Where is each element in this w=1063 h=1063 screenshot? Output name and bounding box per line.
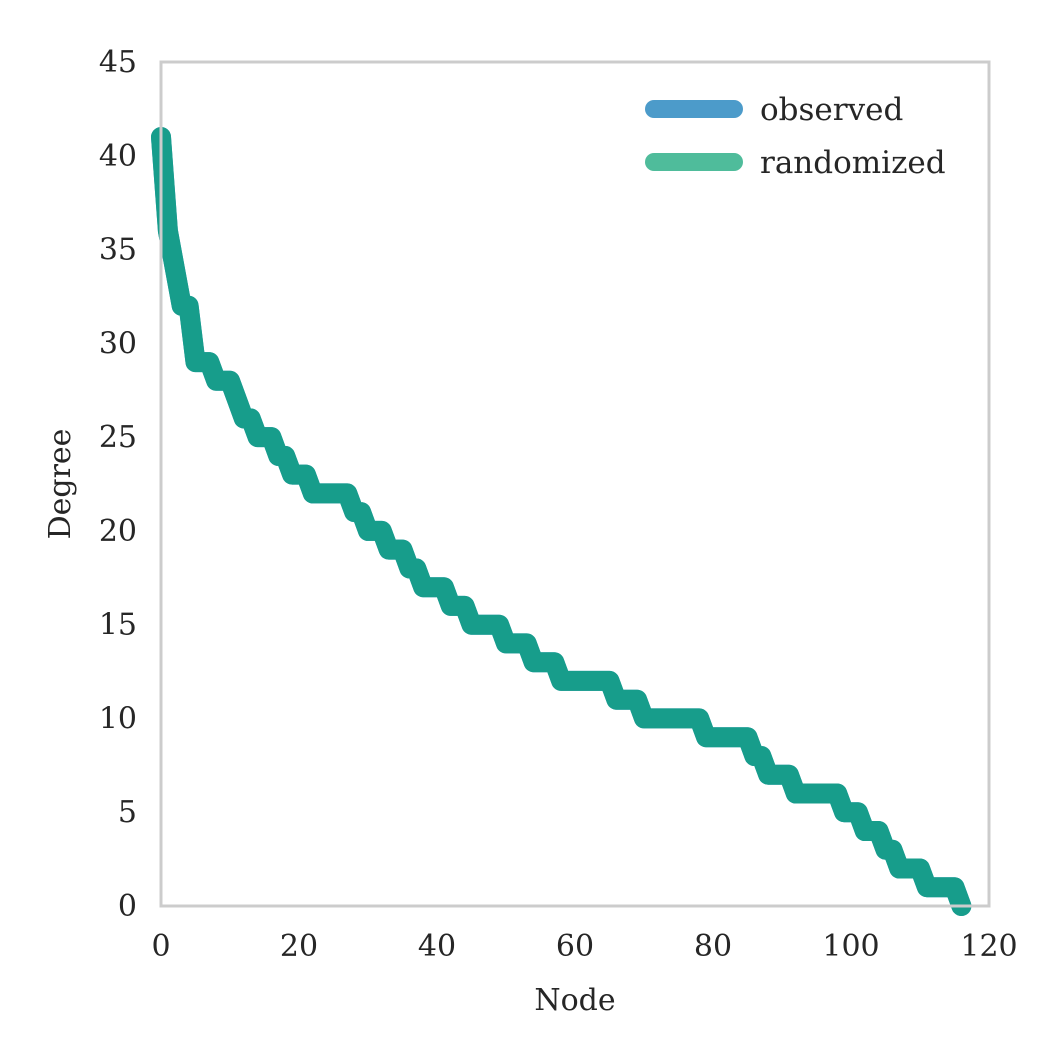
y-axis-label: Degree	[43, 429, 78, 540]
y-tick-label: 0	[118, 889, 137, 924]
plot-lines	[151, 127, 972, 916]
legend-label-observed: observed	[760, 92, 903, 128]
y-tick-label: 25	[99, 420, 137, 455]
y-tick-label: 30	[99, 326, 137, 361]
x-tick-label: 120	[960, 929, 1017, 964]
y-tick-label: 5	[118, 795, 137, 830]
y-tick-label: 20	[99, 514, 137, 549]
x-tick-label: 20	[280, 929, 318, 964]
x-tick-label: 60	[556, 929, 594, 964]
legend-label-randomized: randomized	[760, 145, 946, 181]
x-tick-label: 100	[822, 929, 879, 964]
x-tick-label: 40	[418, 929, 456, 964]
x-tick-labels: 0 20 40 60 80 100 120	[151, 929, 1017, 964]
y-tick-label: 15	[99, 608, 137, 643]
y-tick-labels: 0 5 10 15 20 25 30 35 40 45	[99, 45, 137, 924]
x-axis-label: Node	[534, 983, 615, 1018]
legend: observed randomized	[645, 92, 946, 181]
y-tick-label: 35	[99, 233, 137, 268]
x-tick-label: 80	[694, 929, 732, 964]
y-tick-label: 40	[99, 139, 137, 174]
x-tick-label: 0	[151, 929, 170, 964]
y-tick-label: 10	[99, 701, 137, 736]
plot-frame	[159, 60, 991, 908]
series-line-randomized	[151, 127, 972, 916]
y-tick-label: 45	[99, 45, 137, 80]
